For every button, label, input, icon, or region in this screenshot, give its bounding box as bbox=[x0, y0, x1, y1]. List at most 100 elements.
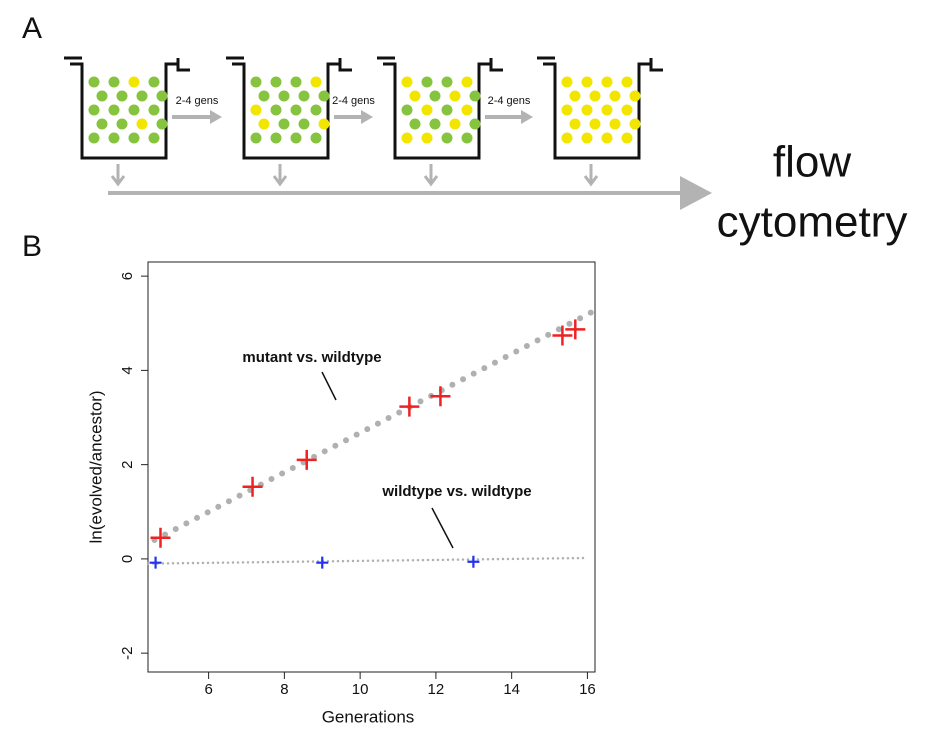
cell bbox=[148, 76, 160, 88]
beaker bbox=[64, 56, 190, 160]
cell bbox=[401, 132, 413, 144]
point bbox=[399, 396, 420, 417]
plot-frame bbox=[147, 261, 596, 673]
cell bbox=[441, 104, 453, 116]
cell bbox=[88, 132, 100, 144]
step-arrowhead bbox=[361, 110, 373, 124]
cell bbox=[421, 104, 433, 116]
cell bbox=[278, 118, 290, 130]
down-arrow bbox=[583, 164, 599, 187]
cell bbox=[270, 76, 282, 88]
series-annotation: mutant vs. wildtype bbox=[242, 349, 381, 366]
cell bbox=[148, 104, 160, 116]
point bbox=[296, 449, 317, 470]
x-tick-label: 16 bbox=[579, 681, 596, 698]
cell bbox=[148, 132, 160, 144]
cell bbox=[401, 76, 413, 88]
cell bbox=[128, 76, 140, 88]
cell bbox=[421, 76, 433, 88]
x-tick-label: 8 bbox=[280, 681, 288, 698]
cell bbox=[629, 118, 641, 130]
point bbox=[242, 476, 263, 497]
cell bbox=[629, 90, 641, 102]
cell bbox=[136, 118, 148, 130]
cell bbox=[116, 118, 128, 130]
cell bbox=[561, 132, 573, 144]
annotation-pointer bbox=[321, 371, 337, 401]
cell bbox=[601, 132, 613, 144]
cell bbox=[270, 104, 282, 116]
cell bbox=[409, 118, 421, 130]
destination-label: cytometry bbox=[717, 198, 908, 247]
cell bbox=[250, 104, 262, 116]
cell bbox=[601, 104, 613, 116]
cell bbox=[318, 118, 330, 130]
y-tick-label: -2 bbox=[119, 646, 136, 659]
step-label: 2-4 gens bbox=[176, 95, 219, 107]
fit-line bbox=[151, 309, 595, 544]
series-annotation: wildtype vs. wildtype bbox=[381, 483, 531, 500]
x-axis-label: Generations bbox=[322, 707, 415, 726]
cell bbox=[318, 90, 330, 102]
cell bbox=[290, 76, 302, 88]
cell bbox=[421, 132, 433, 144]
step-arrowhead bbox=[210, 110, 222, 124]
cell bbox=[290, 132, 302, 144]
cell bbox=[429, 118, 441, 130]
step-label: 2-4 gens bbox=[332, 95, 375, 107]
cell bbox=[278, 90, 290, 102]
x-tick-label: 10 bbox=[352, 681, 369, 698]
panel-label: B bbox=[22, 230, 42, 263]
x-tick-label: 12 bbox=[428, 681, 445, 698]
cell bbox=[108, 132, 120, 144]
point bbox=[552, 325, 573, 346]
cell bbox=[156, 118, 168, 130]
cell bbox=[96, 118, 108, 130]
point bbox=[150, 527, 171, 548]
cell bbox=[401, 104, 413, 116]
point bbox=[149, 556, 162, 569]
cell bbox=[136, 90, 148, 102]
point bbox=[316, 556, 329, 569]
panel-label: A bbox=[22, 12, 42, 45]
cell bbox=[298, 118, 310, 130]
down-arrow bbox=[423, 164, 439, 187]
fit-line bbox=[146, 556, 589, 565]
destination-label: flow bbox=[773, 138, 851, 187]
cell bbox=[156, 90, 168, 102]
y-tick-label: 2 bbox=[119, 460, 136, 468]
cell bbox=[258, 90, 270, 102]
cell bbox=[250, 132, 262, 144]
down-arrow bbox=[272, 164, 288, 187]
cell bbox=[461, 76, 473, 88]
cell bbox=[409, 90, 421, 102]
cell bbox=[589, 118, 601, 130]
cell bbox=[469, 90, 481, 102]
cell bbox=[581, 76, 593, 88]
cell bbox=[449, 118, 461, 130]
cell bbox=[441, 132, 453, 144]
cell bbox=[429, 90, 441, 102]
beaker bbox=[377, 56, 503, 160]
cell bbox=[561, 104, 573, 116]
cell bbox=[310, 76, 322, 88]
cell bbox=[250, 76, 262, 88]
cell bbox=[128, 104, 140, 116]
point bbox=[565, 319, 586, 340]
cell bbox=[609, 118, 621, 130]
cell bbox=[116, 90, 128, 102]
annotation-pointer bbox=[431, 507, 454, 549]
cell bbox=[581, 132, 593, 144]
cell bbox=[569, 90, 581, 102]
step-label: 2-4 gens bbox=[488, 95, 531, 107]
diagram: 2-4 gens 2-4 gens 2-4 gens bbox=[64, 56, 712, 210]
beaker bbox=[537, 56, 663, 160]
cell bbox=[258, 118, 270, 130]
cell bbox=[128, 132, 140, 144]
cell bbox=[441, 76, 453, 88]
down-arrow bbox=[110, 164, 126, 187]
cell bbox=[96, 90, 108, 102]
x-tick-label: 14 bbox=[503, 681, 520, 698]
beaker bbox=[226, 56, 352, 160]
